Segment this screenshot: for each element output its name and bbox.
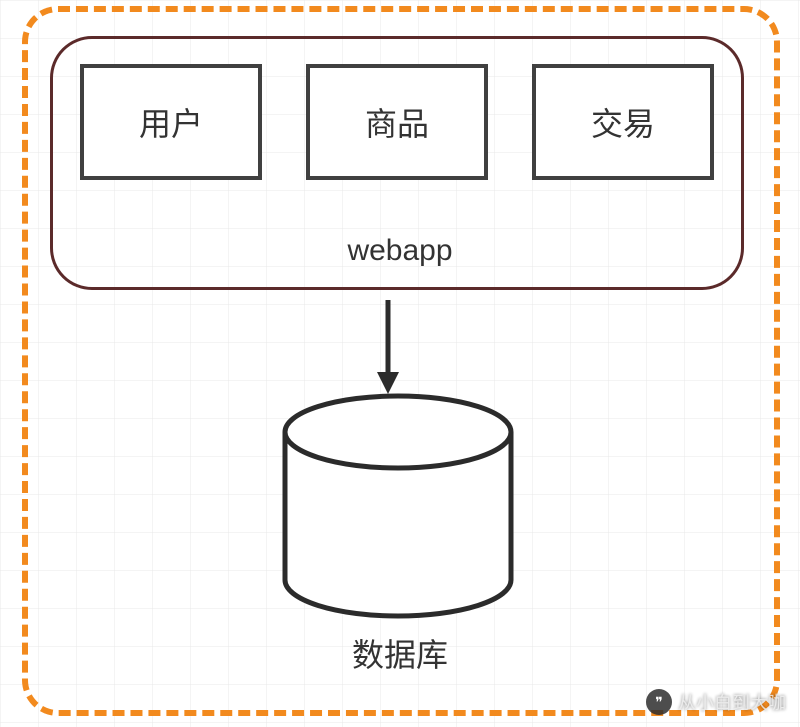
module-label: 交易 (591, 99, 655, 145)
module-label: 用户 (139, 99, 203, 145)
watermark-text: 从小白到大咖 (678, 689, 786, 715)
module-product: 商品 (306, 64, 488, 180)
module-row: 用户 商品 交易 (80, 64, 714, 180)
module-label: 商品 (365, 99, 429, 145)
module-transaction: 交易 (532, 64, 714, 180)
database-icon (273, 392, 523, 632)
database-label: 数据库 (300, 630, 500, 676)
watermark: ❞ 从小白到大咖 (646, 689, 786, 715)
webapp-label: webapp (300, 234, 500, 268)
arrow-down-icon (368, 296, 408, 406)
module-user: 用户 (80, 64, 262, 180)
watermark-icon: ❞ (646, 689, 672, 715)
